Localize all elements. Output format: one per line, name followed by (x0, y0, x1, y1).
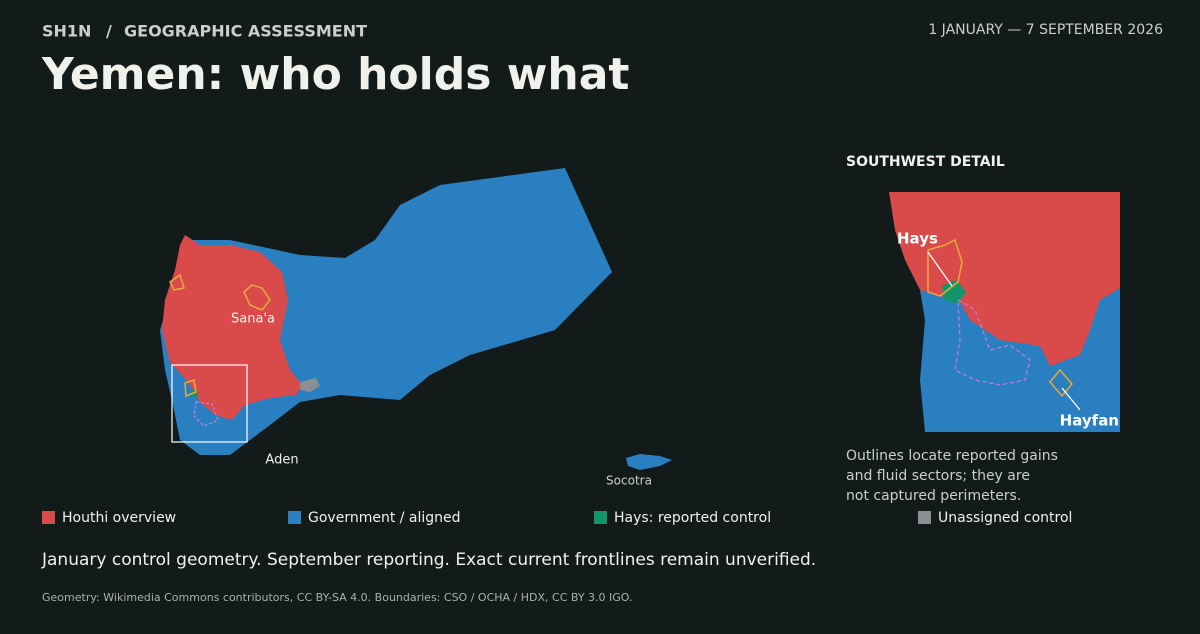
houthi-area (889, 192, 1120, 366)
sea (889, 192, 925, 432)
unassigned-area (300, 378, 320, 392)
city-label: Sana'a (231, 312, 275, 327)
hays-area (942, 280, 966, 304)
city-label: Aden (265, 453, 298, 468)
leader (1061, 387, 1081, 411)
legend-swatch (918, 511, 931, 524)
main-map: Sana'a Aden Socotra (160, 168, 672, 488)
inset-frame (171, 364, 248, 443)
legend-label: Houthi overview (62, 510, 176, 526)
outline (243, 284, 271, 311)
socotra (626, 454, 672, 470)
place-label: Hayfan (1060, 412, 1119, 430)
outline (1049, 368, 1073, 398)
outline (169, 273, 185, 291)
houthi-area (162, 235, 302, 420)
inset-map (889, 192, 1120, 432)
legend-swatch (288, 511, 301, 524)
place-label: Hays (897, 230, 938, 248)
source: Geometry: Wikimedia Commons contributors… (42, 591, 633, 604)
legend-label: Unassigned control (938, 510, 1072, 526)
island-label: Socotra (606, 474, 652, 488)
legend-label: Hays: reported control (614, 510, 771, 526)
note-line: and fluid sectors; they are (846, 468, 1030, 484)
date-range: 1 JANUARY — 7 SEPTEMBER 2026 (928, 22, 1163, 38)
legend-swatch (42, 511, 55, 524)
legend: Houthi overview Government / aligned Hays:… (42, 510, 1072, 526)
outline (184, 379, 197, 398)
legend-swatch (594, 511, 607, 524)
leader (927, 251, 953, 287)
outline (954, 298, 1031, 386)
note-line: Outlines locate reported gains (846, 448, 1058, 464)
separator: / (106, 22, 112, 41)
outline (193, 401, 219, 427)
legend-label: Government / aligned (308, 510, 461, 526)
caption: January control geometry. September repo… (41, 550, 816, 570)
section: GEOGRAPHIC ASSESSMENT (124, 22, 367, 41)
inset-title: SOUTHWEST DETAIL (846, 154, 1005, 170)
kicker: SH1N (42, 22, 91, 41)
title: Yemen: who holds what (41, 49, 629, 100)
outline (927, 238, 963, 297)
note-line: not captured perimeters. (846, 488, 1021, 504)
